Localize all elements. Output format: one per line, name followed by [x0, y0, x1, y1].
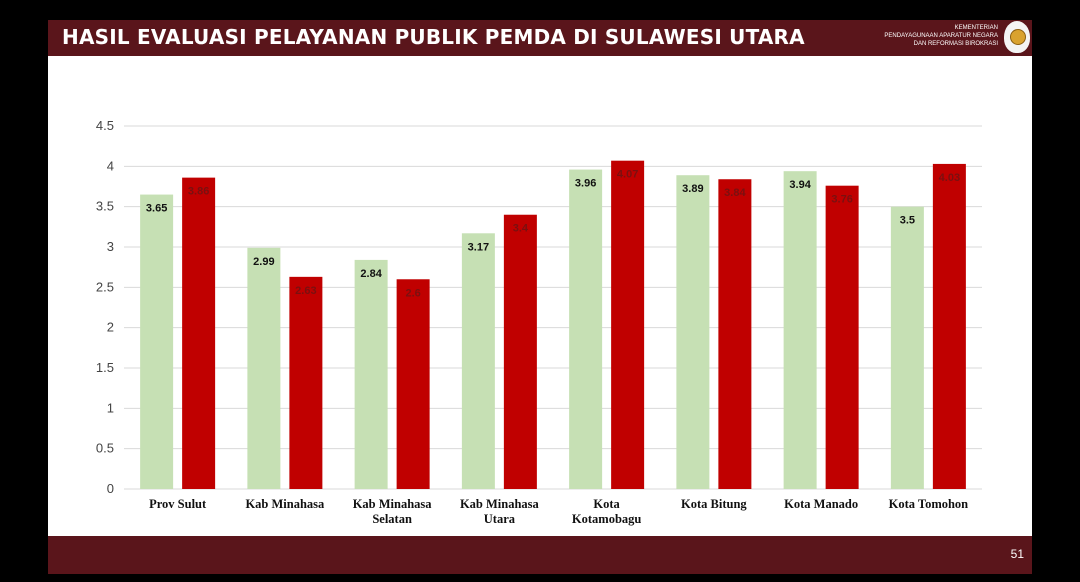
header-bar: HASIL EVALUASI PELAYANAN PUBLIK PEMDA DI…	[48, 20, 1032, 56]
data-label: 3.4	[513, 223, 529, 235]
y-tick-label: 3	[107, 239, 114, 254]
data-label: 2.84	[360, 268, 382, 280]
bar	[676, 175, 710, 489]
bar	[569, 169, 603, 489]
data-label: 2.63	[295, 285, 316, 297]
logo-emblem-icon	[1010, 29, 1026, 45]
category-label: Kota Tomohon	[889, 497, 969, 511]
category-label: Kab Minahasa	[460, 497, 540, 511]
y-tick-label: 2.5	[96, 279, 114, 294]
bar	[289, 276, 323, 489]
chart-svg: 0 0.5 1 1.5 2 2.5 3 3.5 4 4.5 3.65 3.86 Prov Sulut 2.…	[96, 118, 982, 526]
category-label: Selatan	[372, 512, 412, 526]
data-label: 2.99	[253, 256, 274, 268]
category-label: Prov Sulut	[149, 497, 207, 511]
data-label: 3.76	[831, 194, 852, 206]
data-label: 3.89	[682, 183, 703, 195]
y-tick-label: 0	[107, 481, 114, 496]
data-label: 3.5	[900, 215, 915, 227]
data-label: 3.86	[188, 186, 209, 198]
y-tick-label: 4	[107, 158, 114, 173]
y-tick-label: 1	[107, 400, 114, 415]
bar	[890, 206, 924, 489]
data-label: 3.65	[146, 203, 167, 215]
data-label: 4.07	[617, 169, 638, 181]
category-label: Kab Minahasa	[353, 497, 433, 511]
bar	[783, 171, 817, 489]
bar	[182, 177, 216, 490]
bar	[461, 233, 495, 489]
bar-chart: 0 0.5 1 1.5 2 2.5 3 3.5 4 4.5 3.65 3.86 Prov Sulut 2.…	[48, 56, 1032, 536]
bar	[140, 194, 174, 490]
slide-title: HASIL EVALUASI PELAYANAN PUBLIK PEMDA DI…	[62, 25, 805, 49]
ministry-name: KEMENTERIAN PENDAYAGUNAAN APARATUR NEGAR…	[884, 24, 998, 48]
category-label: Kotamobagu	[572, 512, 642, 526]
ministry-line-2: PENDAYAGUNAAN APARATUR NEGARA	[884, 33, 998, 39]
slide: HASIL EVALUASI PELAYANAN PUBLIK PEMDA DI…	[48, 20, 1032, 574]
footer-bar: 51	[48, 536, 1032, 574]
data-label: 2.6	[405, 287, 420, 299]
ministry-line-3: DAN REFORMASI BIROKRASI	[913, 41, 998, 47]
category-label: Kota Manado	[784, 497, 858, 511]
bar	[354, 259, 388, 489]
y-tick-label: 3.5	[96, 199, 114, 214]
bar	[396, 279, 430, 489]
category-label: Kota Bitung	[681, 497, 747, 511]
ministry-line-1: KEMENTERIAN	[954, 25, 998, 31]
data-label: 3.84	[724, 187, 746, 199]
data-label: 3.94	[789, 179, 811, 191]
data-label: 3.17	[468, 241, 489, 253]
y-tick-label: 4.5	[96, 118, 114, 133]
bar	[825, 185, 859, 489]
y-tick-label: 0.5	[96, 441, 114, 456]
ministry-logo-icon	[1004, 21, 1030, 53]
bar	[247, 247, 281, 489]
y-tick-label: 2	[107, 320, 114, 335]
bar	[932, 163, 966, 489]
bar	[611, 160, 645, 489]
data-label: 4.03	[939, 172, 960, 184]
data-label: 3.96	[575, 178, 596, 190]
bar	[718, 179, 752, 489]
y-tick-label: 1.5	[96, 360, 114, 375]
category-label: Kab Minahasa	[245, 497, 325, 511]
page-number: 51	[1010, 547, 1024, 561]
category-label: Kota	[593, 497, 620, 511]
category-label: Utara	[484, 512, 516, 526]
bar	[503, 214, 537, 489]
